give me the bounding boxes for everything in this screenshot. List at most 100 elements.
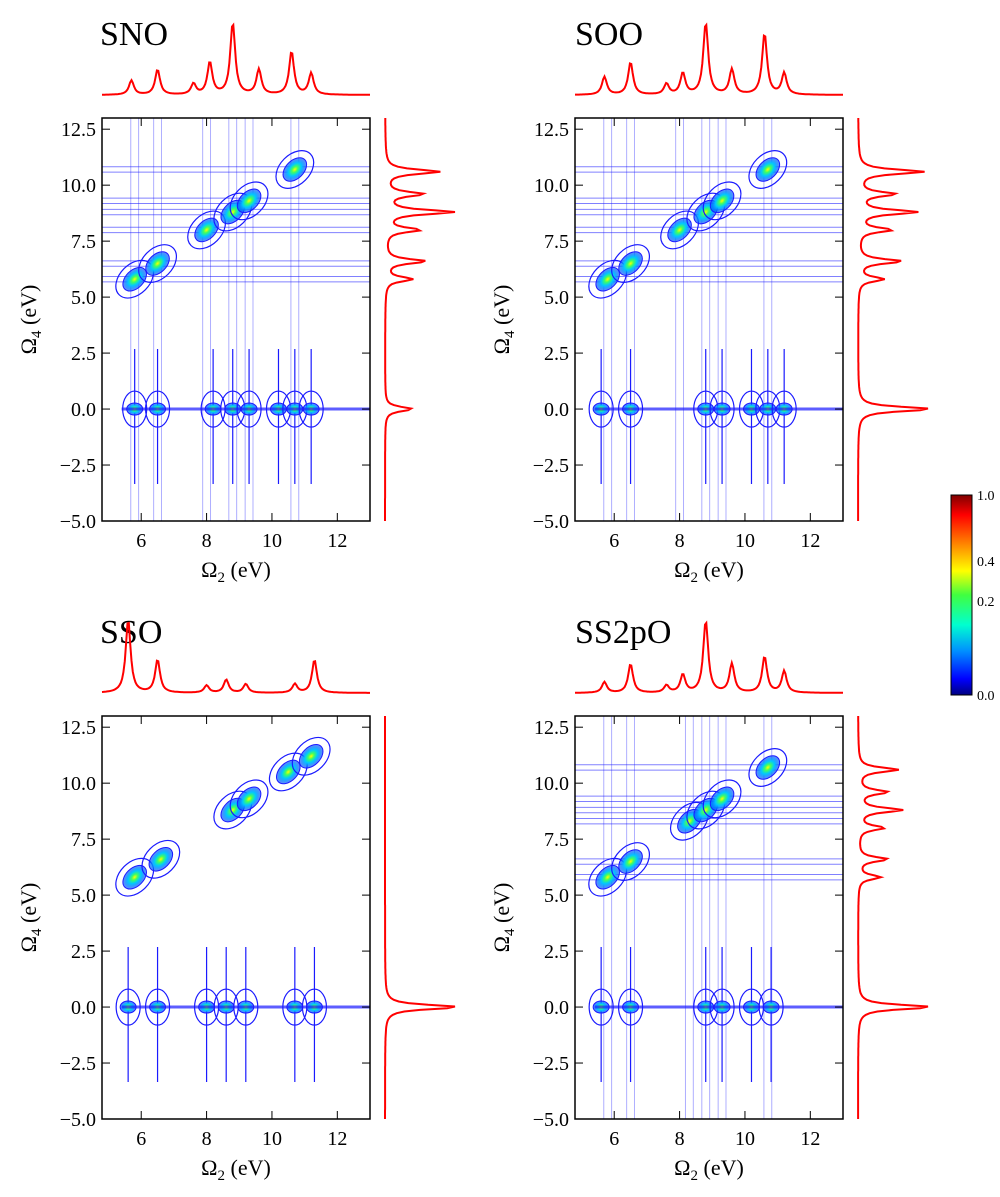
panel-title: SS2pO [575, 614, 671, 651]
y-tick-label: 7.5 [544, 231, 569, 253]
y-tick-label: −5.0 [60, 511, 96, 533]
colorbar-tick-label: 1.0 [977, 489, 995, 504]
panel-title: SNO [100, 16, 168, 53]
contour-ring [291, 736, 331, 776]
x-tick-label: 6 [609, 1128, 619, 1150]
y-tick-label: 12.5 [61, 119, 96, 141]
y-tick-label: −2.5 [60, 1053, 96, 1075]
contour-ring [748, 748, 788, 787]
diagonal-peak-mark [122, 864, 147, 890]
side-spectrum-line [384, 716, 456, 1119]
diagonal-peak-mark [595, 266, 620, 292]
side-spectrum-line [857, 118, 929, 521]
plot-area [575, 716, 843, 1119]
top-spectrum-line [101, 621, 370, 694]
y-tick-label: 5.0 [544, 287, 569, 309]
contour-ring [229, 779, 269, 819]
y-tick-label: 12.5 [61, 717, 96, 739]
y-axis-label: Ω4 (eV) [489, 285, 518, 355]
y-tick-label: 12.5 [534, 119, 569, 141]
contour-ring [611, 842, 650, 881]
plot-area [102, 118, 370, 521]
y-tick-label: −2.5 [533, 455, 569, 477]
x-tick-label: 10 [262, 530, 282, 552]
y-tick-label: −5.0 [533, 511, 569, 533]
contour-ring [138, 244, 177, 283]
colorbar-gradient [950, 494, 973, 696]
y-axis-label: Ω4 (eV) [16, 883, 45, 953]
x-tick-label: 8 [675, 1128, 685, 1150]
y-tick-label: 0.0 [544, 399, 569, 421]
x-tick-label: 6 [136, 530, 146, 552]
diagonal-peak-mark [236, 786, 262, 812]
contour-ring [702, 779, 742, 819]
y-tick-label: 0.0 [71, 399, 96, 421]
diagonal-peak-mark [236, 188, 262, 214]
x-tick-label: 6 [136, 1128, 146, 1150]
x-tick-label: 12 [800, 1128, 820, 1150]
diagonal-peak-mark [709, 188, 735, 214]
y-tick-label: 10.0 [61, 773, 96, 795]
contour-ring [275, 150, 315, 189]
contour-ring [702, 181, 742, 221]
plot-frame [574, 117, 844, 522]
x-tick-label: 8 [202, 530, 212, 552]
x-tick-label: 8 [675, 530, 685, 552]
y-tick-label: 10.0 [61, 175, 96, 197]
diagonal-peak-mark [755, 755, 781, 780]
y-tick-label: 7.5 [544, 829, 569, 851]
x-tick-label: 12 [327, 1128, 347, 1150]
y-tick-label: −5.0 [533, 1109, 569, 1131]
plot-frame [101, 715, 371, 1120]
y-tick-label: 2.5 [544, 941, 569, 963]
y-tick-label: 2.5 [71, 343, 96, 365]
diagonal-peak-mark [282, 157, 308, 182]
x-tick-label: 8 [202, 1128, 212, 1150]
contour-ring [229, 181, 269, 221]
panel-soo: SOO 6 8 10 12 −5.0 −2.5 0.0 2.5 5.0 7.5 10.0 12.5 Ω2 … [489, 16, 929, 586]
diagonal-peak-mark [122, 266, 147, 292]
diagonal-peak-mark [194, 217, 219, 243]
y-tick-label: 2.5 [71, 941, 96, 963]
diagonal-peak-mark [709, 786, 735, 812]
y-axis-label: Ω4 (eV) [489, 883, 518, 953]
diagonal-peak-mark [595, 864, 620, 890]
panel-sno: SNO 6 8 10 12 −5.0 −2.5 0.0 2.5 5.0 7.5 10.0 12.5 Ω2 … [16, 16, 456, 586]
colorbar-tick-label: 0.2 [977, 595, 995, 610]
y-tick-label: 0.0 [71, 997, 96, 1019]
side-spectrum-line [384, 118, 456, 521]
y-axis-label: Ω4 (eV) [16, 285, 45, 355]
x-tick-label: 10 [735, 530, 755, 552]
plot-frame [101, 117, 371, 522]
top-spectrum-line [575, 620, 843, 694]
contour-ring [748, 150, 788, 189]
y-tick-label: 5.0 [71, 287, 96, 309]
diagonal-peak-mark [298, 744, 324, 769]
panel-title: SOO [575, 16, 643, 53]
diagonal-peak-mark [148, 847, 174, 872]
colorbar-tick-label: 0.0 [977, 689, 995, 704]
diagonal-peak-mark [618, 251, 643, 276]
colorbar: 1.0 0.4 0.2 0.0 [950, 489, 995, 704]
x-axis-label: Ω2 (eV) [674, 557, 744, 586]
x-tick-label: 12 [327, 530, 347, 552]
y-tick-label: −2.5 [533, 1053, 569, 1075]
y-tick-label: 12.5 [534, 717, 569, 739]
x-tick-label: 6 [609, 530, 619, 552]
x-tick-label: 12 [800, 530, 820, 552]
diagonal-peak-mark [618, 849, 643, 874]
contour-ring [141, 839, 181, 879]
x-axis-label: Ω2 (eV) [674, 1155, 744, 1184]
top-spectrum-line [575, 22, 843, 96]
y-tick-label: 0.0 [544, 997, 569, 1019]
y-tick-label: 2.5 [544, 343, 569, 365]
diagonal-peak-mark [276, 759, 301, 785]
diagonal-peak-mark [145, 251, 170, 276]
y-tick-label: 10.0 [534, 175, 569, 197]
contour-ring [611, 244, 650, 283]
y-tick-label: −5.0 [60, 1109, 96, 1131]
x-axis-label: Ω2 (eV) [201, 1155, 271, 1184]
x-axis-label: Ω2 (eV) [201, 557, 271, 586]
